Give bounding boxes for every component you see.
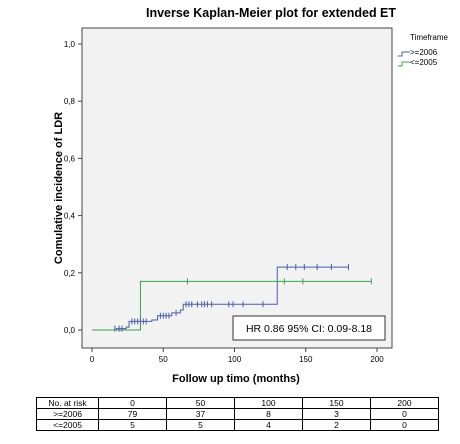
- risk-cell: 8: [234, 408, 303, 420]
- x-tick-label: 0: [90, 355, 95, 364]
- censor-marks: [114, 264, 372, 332]
- legend-entry-le2005: <=2005: [410, 58, 438, 67]
- risk-cell: 79: [98, 408, 167, 420]
- y-tick-label: 0,4: [64, 212, 76, 221]
- series-curves: [92, 266, 372, 331]
- risk-cell: 0: [370, 419, 439, 431]
- risk-table-header: No. at risk 0 50 100 150 200: [36, 397, 439, 409]
- risk-cell: 0: [370, 408, 439, 420]
- risk-table: No. at risk 0 50 100 150 200 >=2006 79 3…: [36, 397, 439, 431]
- legend-entry-ge2006: >=2006: [410, 48, 438, 57]
- risk-table-row: >=2006 79 37 8 3 0: [36, 408, 439, 420]
- legend-swatch-ge2006: [398, 51, 410, 57]
- risk-header-cell: 150: [302, 397, 371, 409]
- y-axis: 0,0 0,2 0,4 0,6 0,8 1,0: [64, 40, 82, 335]
- risk-cell: 4: [234, 419, 303, 431]
- y-tick-label: 0,2: [64, 269, 76, 278]
- risk-cell: 5: [166, 419, 235, 431]
- risk-header-cell: 50: [166, 397, 235, 409]
- risk-header-cell: 200: [370, 397, 439, 409]
- x-axis-label: Follow up timo (months): [172, 373, 300, 385]
- x-tick-label: 50: [159, 355, 168, 364]
- risk-header-cell: 100: [234, 397, 303, 409]
- legend-title: Timeframe: [410, 33, 448, 42]
- risk-header-cell: 0: [98, 397, 167, 409]
- km-plot: Inverse Kaplan-Meier plot for extended E…: [53, 6, 448, 385]
- risk-row-label: <=2005: [36, 419, 99, 431]
- chart-title: Inverse Kaplan-Meier plot for extended E…: [146, 6, 396, 20]
- x-tick-label: 200: [370, 355, 384, 364]
- legend-swatch-le2005: [398, 61, 410, 67]
- y-axis-label: Comulative incidence of LDR: [53, 112, 65, 264]
- y-tick-label: 1,0: [64, 40, 76, 49]
- risk-cell: 2: [302, 419, 371, 431]
- y-tick-label: 0,6: [64, 154, 76, 163]
- legend: Timeframe >=2006 <=2005: [398, 33, 448, 67]
- hr-annotation: HR 0.86 95% CI: 0.09-8.18: [246, 323, 372, 335]
- x-axis: 0 50 100 150 200: [90, 348, 384, 364]
- x-tick-label: 100: [228, 355, 242, 364]
- risk-cell: 5: [98, 419, 167, 431]
- y-tick-label: 0,0: [64, 326, 76, 335]
- hr-annotation-box: [232, 315, 386, 341]
- risk-cell: 37: [166, 408, 235, 420]
- series-line-0: [92, 266, 349, 331]
- risk-cell: 3: [302, 408, 371, 420]
- y-tick-label: 0,8: [64, 97, 76, 106]
- plot-area: [81, 27, 393, 349]
- series-line-1: [92, 280, 372, 331]
- risk-table-row: <=2005 5 5 4 2 0: [36, 419, 439, 431]
- risk-header-label: No. at risk: [36, 397, 99, 409]
- x-tick-label: 150: [299, 355, 313, 364]
- risk-row-label: >=2006: [36, 408, 99, 420]
